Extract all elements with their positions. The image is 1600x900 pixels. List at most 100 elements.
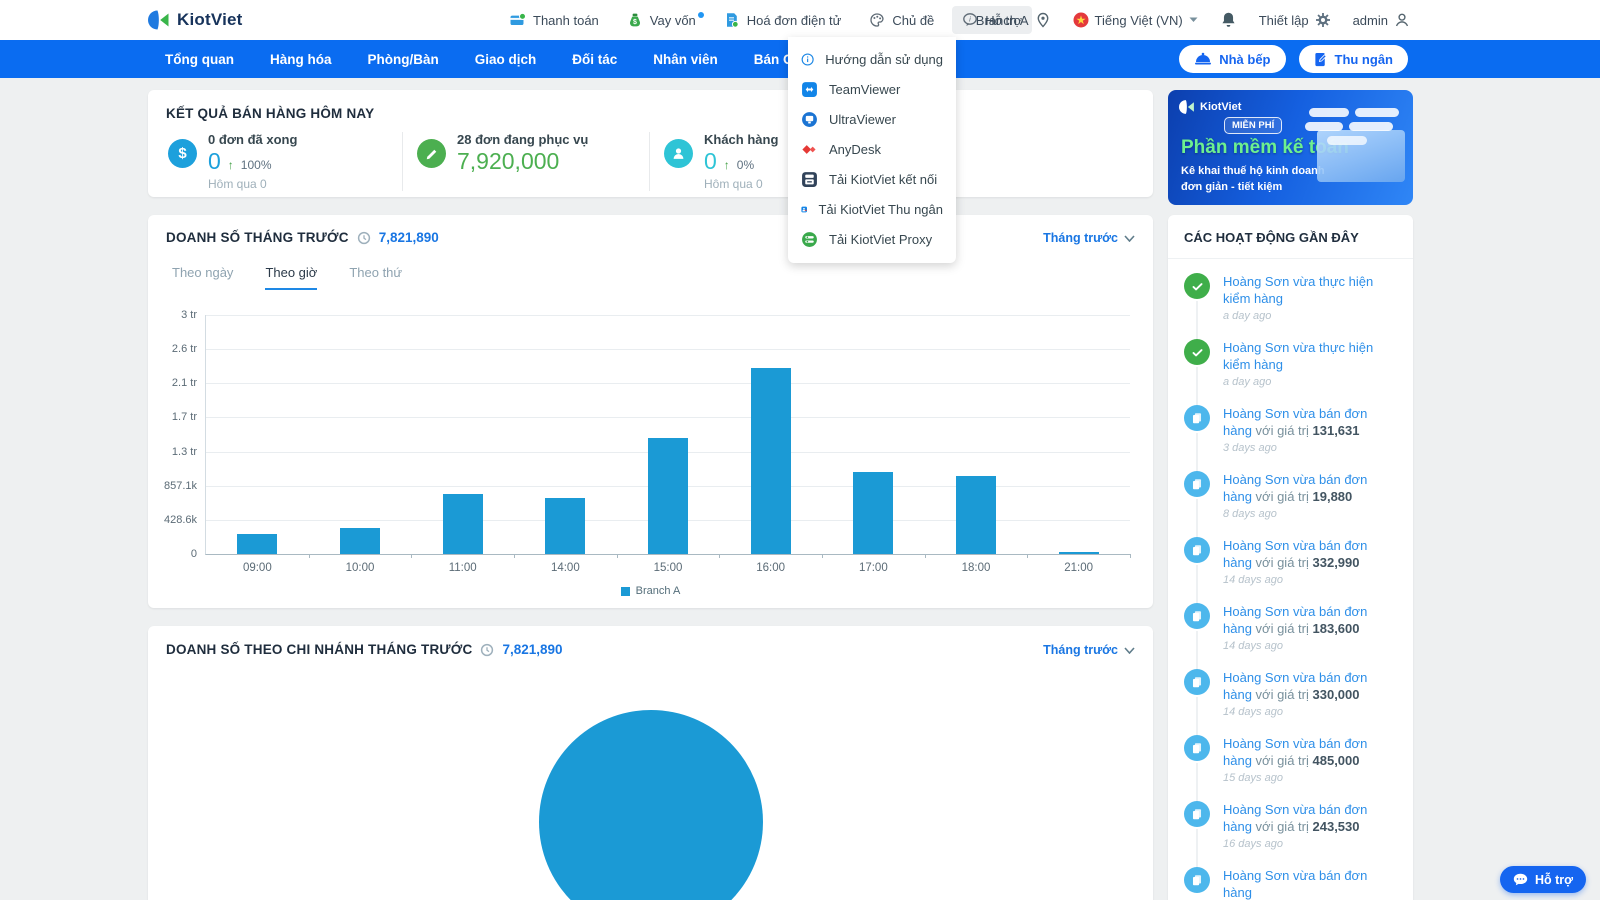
support-menu-guide[interactable]: Hướng dẫn sử dụng — [788, 44, 956, 74]
nav-item-hang-hoa[interactable]: Hàng hóa — [270, 52, 332, 67]
tab-by-day[interactable]: Theo ngày — [172, 265, 233, 290]
activity-value: 183,600 — [1313, 621, 1360, 636]
user-menu[interactable]: admin — [1353, 12, 1410, 28]
stat-yesterday: Hôm qua 0 — [704, 177, 778, 191]
activity-item: Hoàng Sơn vừa bán đơn hàng với giá trị 3… — [1184, 669, 1399, 735]
pencil-icon — [425, 147, 439, 161]
banner-badge: MIỄN PHÍ — [1224, 117, 1282, 134]
support-menu-teamviewer[interactable]: TeamViewer — [788, 74, 956, 104]
activity-user[interactable]: Hoàng Sơn — [1223, 868, 1289, 883]
chart-bar-16:00[interactable] — [751, 368, 791, 554]
chart-gridline — [206, 417, 1130, 418]
nav-item-giao-dich[interactable]: Giao dịch — [475, 52, 537, 67]
chart-bar-21:00[interactable] — [1059, 552, 1099, 554]
sales-period-selector[interactable]: Tháng trước — [1043, 231, 1135, 245]
chart-bar-15:00[interactable] — [648, 438, 688, 554]
support-menu-connect[interactable]: Tải KiotViet kết nối — [788, 164, 956, 194]
activity-user[interactable]: Hoàng Sơn — [1223, 670, 1289, 685]
stat-yesterday: Hôm qua 0 — [208, 177, 297, 191]
stat-label: 28 đơn đang phục vụ — [457, 132, 588, 147]
settings-button[interactable]: Thiết lập — [1259, 12, 1331, 28]
tab-by-weekday[interactable]: Theo thứ — [349, 265, 402, 290]
monthly-sales-title: DOANH SỐ THÁNG TRƯỚC — [166, 230, 349, 245]
tab-by-hour[interactable]: Theo giờ — [265, 265, 317, 290]
activity-object[interactable]: kiểm hàng — [1223, 357, 1283, 372]
activity-user[interactable]: Hoàng Sơn — [1223, 406, 1289, 421]
promo-banner[interactable]: KiotViet MIỄN PHÍ Phần mềm kế toán Kê kh… — [1168, 90, 1413, 205]
activity-time: a day ago — [1223, 376, 1395, 388]
anydesk-icon — [801, 141, 818, 158]
branch-selector[interactable]: Branch A — [976, 12, 1051, 28]
brand-name: KiotViet — [177, 10, 243, 30]
activity-text[interactable]: Hoàng Sơn vừa bán đơn hàng với giá trị 4… — [1223, 735, 1395, 769]
gear-icon — [1315, 12, 1331, 28]
activity-user[interactable]: Hoàng Sơn — [1223, 736, 1289, 751]
activity-object[interactable]: kiểm hàng — [1223, 291, 1283, 306]
app-logo[interactable]: KiotViet — [148, 0, 243, 40]
nav-item-tong-quan[interactable]: Tổng quan — [165, 52, 234, 67]
activity-text[interactable]: Hoàng Sơn vừa bán đơn hàng với giá trị 3… — [1223, 669, 1395, 703]
chart-gridline — [206, 349, 1130, 350]
chart-bar-17:00[interactable] — [853, 472, 893, 554]
invoice-pages-icon — [1190, 807, 1204, 821]
kitchen-button[interactable]: Nhà bếp — [1179, 45, 1285, 73]
banner-logo: KiotViet — [1179, 99, 1241, 115]
activity-value: 485,000 — [1313, 753, 1360, 768]
activity-value: 19,880 — [1313, 489, 1353, 504]
theme-palette-icon — [869, 12, 885, 28]
activity-text[interactable]: Hoàng Sơn vừa thực hiện kiểm hàng — [1223, 273, 1395, 307]
activity-text[interactable]: Hoàng Sơn vừa bán đơn hàng với giá trị 3… — [1223, 537, 1395, 571]
header-menu-theme[interactable]: Chủ đề — [859, 6, 944, 34]
activity-user[interactable]: Hoàng Sơn — [1223, 604, 1289, 619]
activity-text[interactable]: Hoàng Sơn vừa thực hiện kiểm hàng — [1223, 339, 1395, 373]
invoice-pages-icon — [1190, 609, 1204, 623]
today-stats-row: $ 0 đơn đã xong 0 ↑100% Hôm qua 0 28 đơn… — [148, 132, 1153, 191]
branch-pie-chart[interactable] — [539, 710, 763, 900]
floating-support-button[interactable]: Hỗ trợ — [1500, 866, 1586, 893]
nav-item-phong-ban[interactable]: Phòng/Bàn — [368, 52, 439, 67]
x-axis-tick — [617, 554, 618, 558]
notifications-button[interactable] — [1220, 11, 1237, 29]
activity-text[interactable]: Hoàng Sơn vừa bán đơn hàng với giá trị 1… — [1223, 405, 1395, 439]
activity-value: 332,990 — [1313, 555, 1360, 570]
chart-bar-11:00[interactable] — [443, 494, 483, 554]
activity-text[interactable]: Hoàng Sơn vừa bán đơn hàng với giá trị 1… — [1223, 603, 1395, 637]
header-menu-payments[interactable]: Thanh toán — [500, 6, 609, 34]
invoice-pages-icon — [1190, 543, 1204, 557]
chart-bar-09:00[interactable] — [237, 534, 277, 554]
header-right: Branch A Tiếng Việt (VN) Thiết lập admin — [976, 0, 1410, 40]
chart-bar-10:00[interactable] — [340, 528, 380, 554]
activity-text[interactable]: Hoàng Sơn vừa bán đơn hàng — [1223, 867, 1395, 900]
x-axis-tick — [514, 554, 515, 558]
activity-text[interactable]: Hoàng Sơn vừa bán đơn hàng với giá trị 1… — [1223, 471, 1395, 505]
chart-bar-18:00[interactable] — [956, 476, 996, 554]
pencil-icon — [417, 139, 446, 168]
money-bag-icon: $ — [627, 12, 643, 28]
header-menu-e-invoice[interactable]: Hoá đơn điện tử — [714, 6, 852, 34]
x-axis-label: 17:00 — [859, 562, 888, 574]
activity-user[interactable]: Hoàng Sơn — [1223, 538, 1289, 553]
teamviewer-icon — [801, 81, 818, 98]
nav-item-nhan-vien[interactable]: Nhân viên — [653, 52, 718, 67]
language-selector[interactable]: Tiếng Việt (VN) — [1073, 12, 1198, 28]
chart-bar-14:00[interactable] — [545, 498, 585, 554]
activity-user[interactable]: Hoàng Sơn — [1223, 340, 1289, 355]
activity-text[interactable]: Hoàng Sơn vừa bán đơn hàng với giá trị 2… — [1223, 801, 1395, 835]
x-axis-tick — [411, 554, 412, 558]
support-menu-ultraviewer[interactable]: UltraViewer — [788, 104, 956, 134]
support-menu-cashier-app[interactable]: Tải KiotViet Thu ngân — [788, 194, 956, 224]
support-menu-anydesk[interactable]: AnyDesk — [788, 134, 956, 164]
y-axis-label: 2.1 tr — [172, 377, 197, 389]
activity-detail-label: với giá trị — [1256, 555, 1309, 570]
user-icon — [1394, 12, 1410, 28]
cashier-button[interactable]: Thu ngân — [1299, 45, 1409, 73]
invoice-pages-icon — [1190, 741, 1204, 755]
nav-item-doi-tac[interactable]: Đối tác — [572, 52, 617, 67]
branch-period-selector[interactable]: Tháng trước — [1043, 643, 1135, 657]
activity-user[interactable]: Hoàng Sơn — [1223, 802, 1289, 817]
activity-user[interactable]: Hoàng Sơn — [1223, 472, 1289, 487]
history-icon — [480, 643, 494, 657]
support-menu-proxy[interactable]: Tải KiotViet Proxy — [788, 224, 956, 254]
header-menu-loans[interactable]: $Vay vốn — [617, 6, 706, 34]
activity-user[interactable]: Hoàng Sơn — [1223, 274, 1289, 289]
